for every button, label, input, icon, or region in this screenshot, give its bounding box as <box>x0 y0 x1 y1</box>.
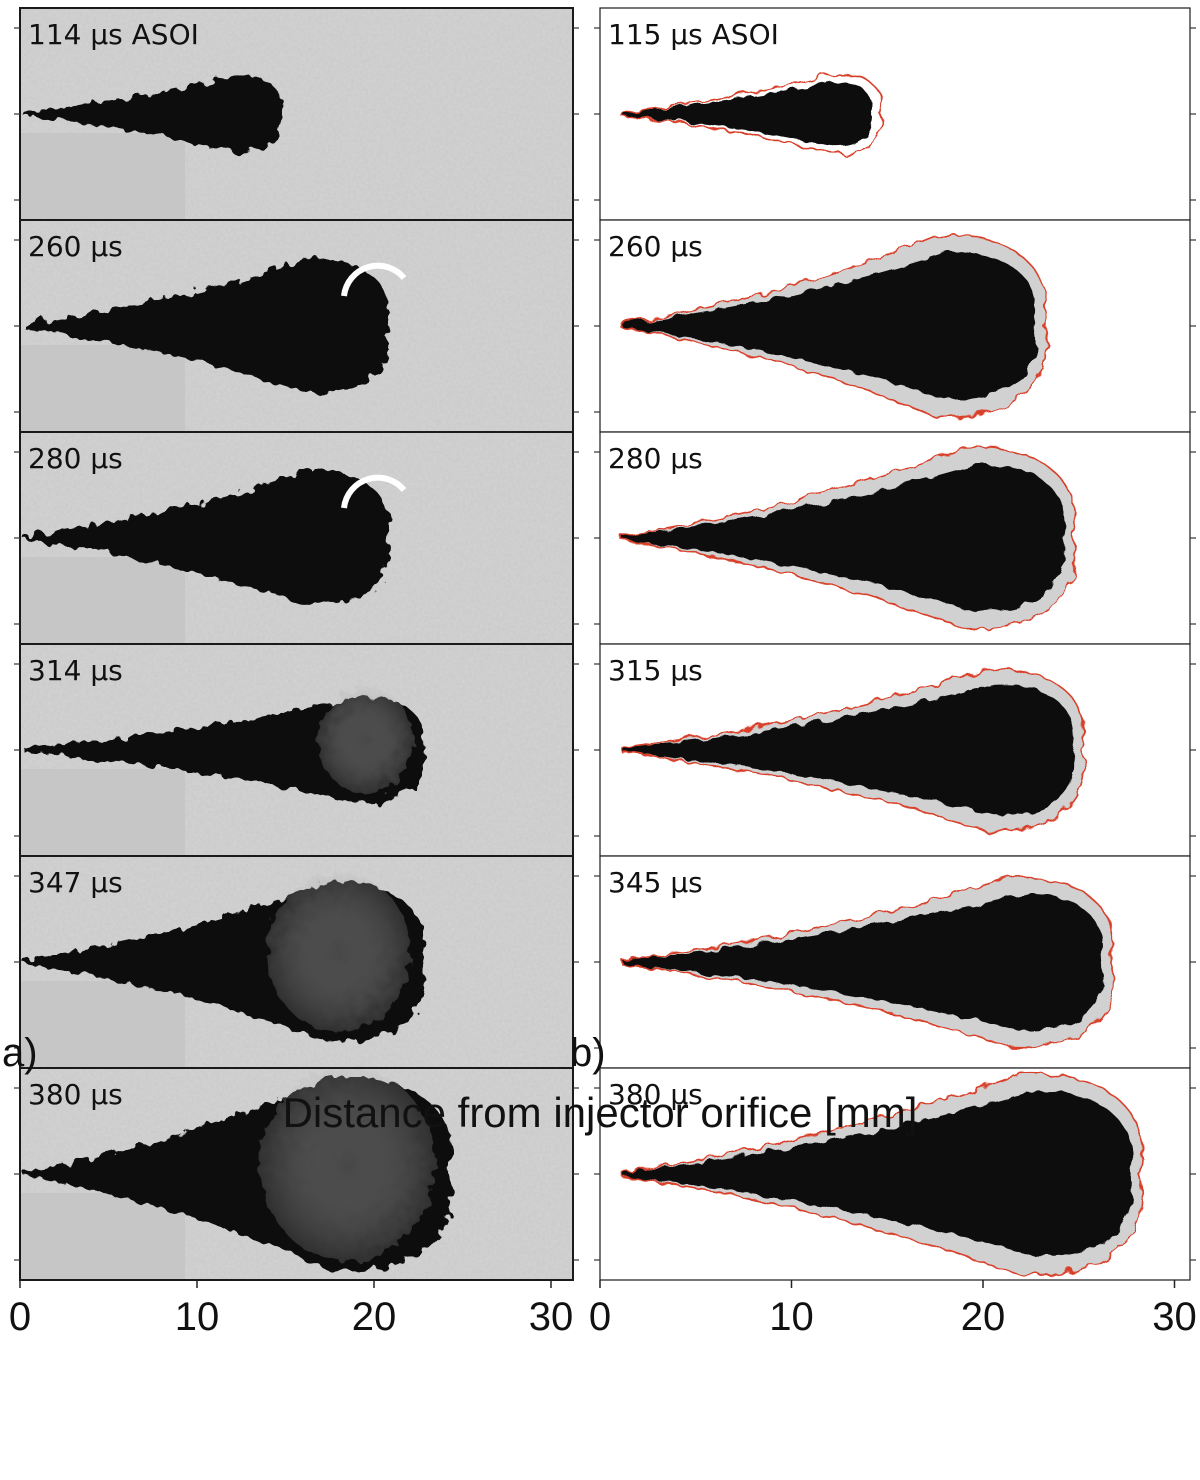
injector-shadow <box>20 557 185 644</box>
spray-plume <box>622 1092 1133 1256</box>
injector-shadow <box>20 1193 185 1280</box>
panel-a-label: a) <box>2 1031 38 1075</box>
panel_a-frame-4: 314 µs <box>14 643 579 857</box>
spray-plume <box>24 470 390 606</box>
panel_b-time-label-1: 115 μs ASOI <box>608 18 779 51</box>
spray-plume <box>622 81 873 147</box>
spray-plume <box>622 893 1104 1031</box>
panel_b-time-label-5: 345 μs <box>608 866 703 899</box>
panel_a-time-label-2: 260 µs <box>28 230 123 263</box>
spray-plume <box>622 464 1065 612</box>
panel_b-x-tick-label-1: 0 <box>589 1295 611 1339</box>
spray-plume <box>24 74 282 154</box>
panel-b: 115 μs ASOI 260 μs 280 μs 315 μs 345 μs 380 μ… <box>589 7 1197 1339</box>
panel_a-frame-5: 347 µs <box>14 855 579 1069</box>
injector-shadow <box>20 133 185 220</box>
spray-plume <box>622 252 1037 400</box>
panel_b-x-tick-label-3: 20 <box>961 1295 1006 1339</box>
panel_a-x-tick-label-3: 20 <box>352 1295 397 1339</box>
panel_a-time-label-5: 347 µs <box>28 866 123 899</box>
panel_b-frame-4: 315 μs <box>594 643 1196 857</box>
spray-contour <box>621 876 1114 1048</box>
panel_a-x-tick-label-4: 30 <box>529 1295 574 1339</box>
vapor-head <box>317 686 413 794</box>
panel_b-time-label-3: 280 μs <box>608 442 703 475</box>
panel_a-frame-2: 260 µs <box>14 219 579 433</box>
panel_a-x-tick-label-1: 0 <box>9 1295 31 1339</box>
panel_a-time-label-3: 280 µs <box>28 442 123 475</box>
panel_b-x-tick-label-2: 10 <box>769 1295 814 1339</box>
panel-b-label: b) <box>570 1031 606 1075</box>
spray-contour <box>621 234 1048 418</box>
panel-a: 114 µs ASOI 260 µs 280 µs 314 µs 347 µs 380 µ… <box>9 7 579 1339</box>
injector-shadow <box>20 345 185 432</box>
panel_b-time-label-6: 380 μs <box>608 1078 703 1111</box>
vapor-head <box>259 1066 436 1262</box>
panel_a-frame-6: 380 µs <box>14 1066 579 1281</box>
spray-plume <box>24 258 390 394</box>
spray-plume <box>622 684 1075 816</box>
vapor-head <box>266 872 411 1032</box>
spray-contour <box>621 1072 1144 1276</box>
panel_b-frame-6: 380 μs <box>594 1067 1196 1281</box>
spray-contour <box>621 446 1076 630</box>
panel_b-frame-2: 260 μs <box>594 219 1196 433</box>
vortex-arc-marker <box>341 262 407 297</box>
panel_a-frame-1: 114 µs ASOI <box>14 7 579 221</box>
spray-contour <box>621 72 883 156</box>
spray-contour <box>621 668 1086 832</box>
panel_b-frame-5: 345 μs <box>594 855 1196 1069</box>
panel_a-time-label-4: 314 µs <box>28 654 123 687</box>
panel_b-time-label-4: 315 μs <box>608 654 703 687</box>
panel_b-frame-1: 115 μs ASOI <box>594 7 1196 221</box>
vortex-arc-marker <box>341 474 407 509</box>
panel_a-time-label-6: 380 µs <box>28 1078 123 1111</box>
panel_b-time-label-2: 260 μs <box>608 230 703 263</box>
panel_a-frame-3: 280 µs <box>14 431 579 645</box>
injector-shadow <box>20 769 185 856</box>
panel_a-x-tick-label-2: 10 <box>175 1295 220 1339</box>
injector-shadow <box>20 981 185 1068</box>
panel_b-frame-3: 280 μs <box>594 431 1196 645</box>
x-axis-label: Distance from injector orifice [mm] <box>283 1089 918 1136</box>
panel_a-time-label-1: 114 µs ASOI <box>28 18 199 51</box>
panel_b-x-tick-label-4: 30 <box>1152 1295 1197 1339</box>
